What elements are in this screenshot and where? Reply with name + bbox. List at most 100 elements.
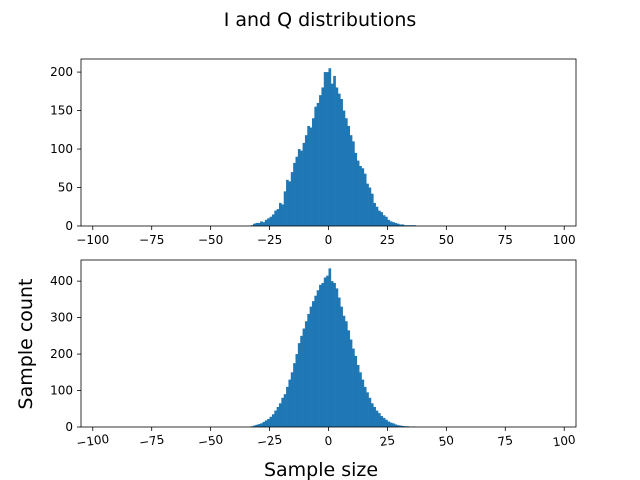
- histogram-bar: [347, 125, 351, 226]
- histogram-bar: [359, 165, 362, 226]
- histogram-bar: [314, 295, 318, 427]
- histogram-bar: [370, 403, 374, 427]
- histogram-bar: [366, 183, 369, 226]
- histogram-bar: [304, 321, 308, 427]
- x-tick-label: 0: [324, 434, 334, 449]
- histogram-bar: [389, 221, 393, 226]
- histogram-bar: [380, 212, 384, 226]
- histogram-bar: [257, 222, 261, 226]
- x-tick-label: 25: [380, 233, 395, 247]
- histogram-bar: [385, 419, 388, 427]
- histogram-bar: [269, 416, 273, 427]
- histogram-bar: [347, 330, 351, 427]
- histogram-bar: [260, 221, 263, 226]
- histogram-bar: [340, 99, 343, 226]
- x-tick-label: −100: [76, 233, 109, 247]
- histogram-bar: [267, 218, 270, 226]
- y-tick-label: 100: [50, 142, 73, 156]
- x-tick-label: −75: [138, 432, 165, 449]
- y-tick-label: 50: [58, 181, 73, 195]
- y-tick-label: 300: [50, 311, 73, 325]
- histogram-bar: [342, 110, 346, 226]
- x-tick-label: 50: [438, 433, 455, 449]
- histogram-bar: [293, 162, 296, 226]
- x-tick-label: 50: [439, 233, 454, 247]
- x-tick-label: 100: [553, 233, 576, 247]
- histogram-bar: [335, 87, 339, 226]
- histogram-bar: [304, 135, 308, 226]
- histogram-bar: [342, 315, 346, 427]
- x-tick-label: −50: [198, 233, 223, 247]
- histogram-bar: [380, 416, 384, 427]
- histogram-bar: [389, 422, 393, 427]
- histogram-bar: [363, 386, 367, 427]
- y-tick-label: 0: [65, 219, 73, 233]
- histogram-bar: [279, 403, 282, 427]
- x-tick-label: 75: [498, 233, 513, 247]
- histogram-bar: [328, 68, 332, 227]
- y-axis-label: Sample count: [15, 279, 37, 410]
- histogram-bar: [354, 355, 358, 427]
- y-tick-label: 200: [50, 65, 73, 79]
- histogram-bar: [281, 204, 285, 226]
- histogram-bar: [330, 83, 334, 226]
- histogram-bar: [330, 281, 334, 427]
- histogram-bar: [255, 222, 259, 226]
- histogram-bar: [337, 93, 341, 226]
- histogram-bar: [293, 363, 296, 427]
- top-histogram-axes: −100 −75 −50 −25 0 25 50 75 100 0 50 100 150 200: [50, 58, 577, 247]
- histogram-bar: [307, 125, 310, 226]
- histogram-bar: [328, 268, 332, 427]
- histogram-bar: [359, 372, 362, 427]
- histogram-bar: [375, 206, 379, 226]
- histogram-bar: [382, 215, 386, 226]
- x-tick-label: 75: [497, 433, 514, 449]
- x-tick-label: 100: [552, 432, 577, 449]
- histogram-bar: [307, 313, 310, 427]
- figure-suptitle: I and Q distributions: [224, 9, 417, 31]
- x-tick-label: 25: [379, 433, 396, 449]
- histogram-bar: [316, 102, 320, 226]
- histogram-bar: [300, 150, 303, 226]
- histogram-bar: [276, 209, 280, 226]
- histogram-bar: [309, 306, 313, 427]
- histogram-bar: [345, 118, 348, 226]
- histogram-bar: [276, 406, 280, 427]
- histogram-bar: [370, 193, 374, 226]
- y-tick-label: 150: [50, 104, 73, 118]
- histogram-bar: [321, 87, 325, 226]
- histogram-bar: [392, 222, 395, 226]
- histogram-bar: [286, 386, 289, 427]
- histogram-bar: [349, 339, 353, 427]
- histogram-bar: [399, 224, 402, 226]
- histogram-bar: [396, 223, 400, 226]
- x-tick-label: −25: [256, 432, 283, 449]
- y-tick-label: 200: [50, 347, 73, 361]
- histogram-bar: [269, 216, 273, 226]
- histogram-bar: [274, 210, 277, 226]
- y-tick-label: 400: [50, 274, 73, 288]
- histogram-bar: [373, 406, 376, 427]
- histogram-bar: [399, 425, 402, 427]
- histogram-bar: [356, 365, 360, 427]
- histogram-bar: [387, 219, 391, 226]
- histogram-bar: [354, 152, 358, 226]
- histogram-bar: [271, 214, 275, 226]
- histogram-bar: [295, 156, 299, 226]
- histogram-bar: [323, 72, 327, 226]
- histogram-bar: [368, 397, 372, 427]
- histogram-bar: [312, 301, 315, 427]
- histogram-bar: [375, 410, 379, 427]
- histogram-bar: [253, 223, 256, 226]
- histogram-bar: [297, 149, 301, 226]
- histogram-bar: [333, 282, 336, 427]
- histogram-bar: [295, 354, 299, 427]
- histogram-bar: [333, 75, 336, 227]
- histogram-bar: [356, 160, 360, 226]
- x-tick-label: −100: [75, 432, 110, 450]
- histogram-bar: [267, 418, 270, 427]
- histogram-bar: [290, 372, 294, 427]
- histogram-bar: [321, 282, 325, 427]
- histogram-bar: [363, 173, 367, 226]
- histogram-bar: [361, 168, 365, 226]
